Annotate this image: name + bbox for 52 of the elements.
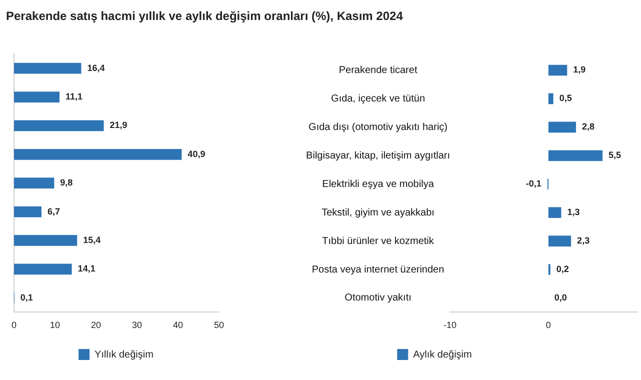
bar xyxy=(14,92,60,102)
data-label: 21,9 xyxy=(110,120,128,130)
y-tick-label: Tekstil, giyim ve ayakkabı xyxy=(322,207,434,218)
y-tick-label: Bilgisayar, kitap, iletişim aygıtları xyxy=(306,150,450,162)
chart-title: Perakende satış hacmi yıllık ve aylık değişim oranları (%), Kasım 2024 xyxy=(6,9,403,23)
data-label: 11,1 xyxy=(66,92,83,102)
y-tick-label: Perakende ticaret xyxy=(338,64,418,76)
bar xyxy=(548,122,576,133)
data-label: 16,4 xyxy=(87,62,105,73)
legend-label: Yıllık değişim xyxy=(94,349,154,360)
bar xyxy=(14,206,42,218)
data-label: 15,4 xyxy=(83,234,101,245)
bar xyxy=(14,148,182,160)
legend-label: Aylık değişim xyxy=(413,349,472,360)
bar xyxy=(548,93,554,104)
bar xyxy=(548,150,603,162)
data-label: 2,8 xyxy=(582,122,594,132)
data-label: 0,2 xyxy=(556,264,569,274)
data-label: 40,9 xyxy=(188,148,206,159)
x-tick-label: 50 xyxy=(214,320,224,330)
x-tick-label: 20 xyxy=(90,320,102,330)
data-label: 14,1 xyxy=(78,264,96,274)
data-label: 5,5 xyxy=(608,150,622,160)
x-tick-label: 0 xyxy=(546,320,551,330)
bar xyxy=(14,178,54,189)
data-label: 2,3 xyxy=(577,236,590,246)
x-tick-label: 40 xyxy=(172,320,184,330)
data-label: 1,9 xyxy=(573,64,586,75)
data-label: 0,0 xyxy=(554,292,567,302)
bar xyxy=(14,120,104,132)
data-label: -0,1 xyxy=(526,178,542,189)
data-label: 1,3 xyxy=(567,207,580,218)
bar xyxy=(14,264,72,275)
bar xyxy=(548,64,568,76)
y-tick-label: Otomotiv yakıtı xyxy=(344,292,412,304)
x-tick-label: -10 xyxy=(443,320,457,330)
y-tick-label: Gıda, içecek ve tütün xyxy=(331,93,426,104)
y-tick-label: Tıbbi ürünler ve kozmetik xyxy=(322,236,435,247)
data-label: 0,1 xyxy=(20,292,33,302)
y-tick-label: Posta veya internet üzerinden xyxy=(312,264,444,276)
x-tick-label: 10 xyxy=(50,320,60,330)
bar xyxy=(14,62,82,74)
data-label: 0,5 xyxy=(559,93,572,104)
data-label: 9,8 xyxy=(60,178,73,188)
y-tick-label: Elektrikli eşya ve mobilya xyxy=(322,178,434,190)
bar xyxy=(548,236,572,246)
y-tick-label: Gıda dışı (otomotiv yakıtı hariç) xyxy=(308,122,448,133)
x-tick-label: 0 xyxy=(11,320,17,330)
bar xyxy=(548,207,562,218)
data-label: 6,7 xyxy=(47,206,60,216)
bar xyxy=(14,235,78,246)
x-tick-label: 30 xyxy=(132,320,142,330)
